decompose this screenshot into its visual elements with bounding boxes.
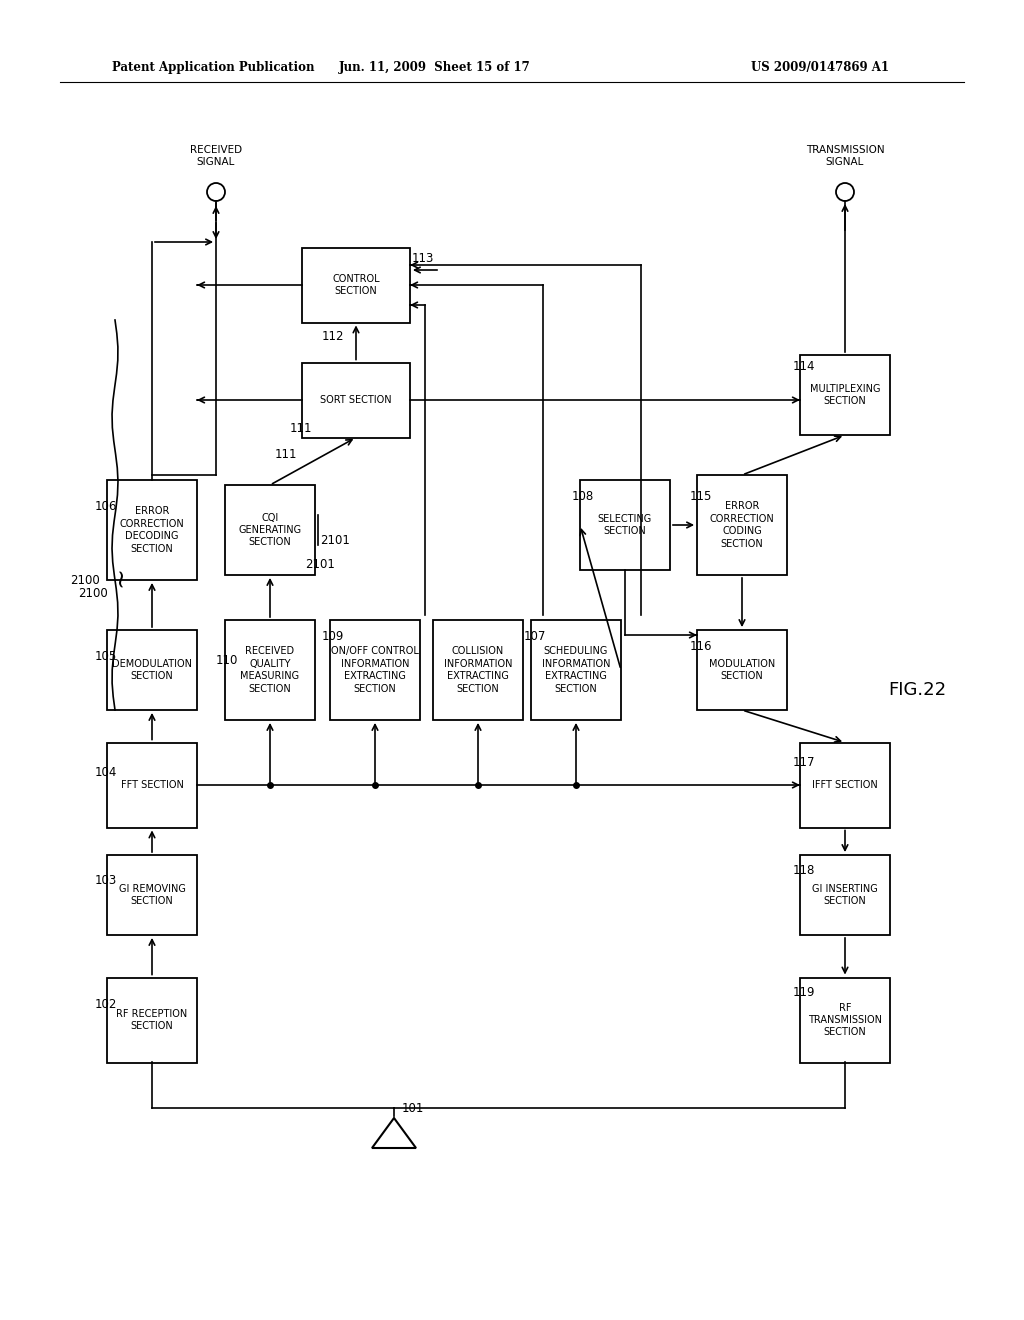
Text: MULTIPLEXING
SECTION: MULTIPLEXING SECTION xyxy=(810,384,881,407)
Text: SORT SECTION: SORT SECTION xyxy=(321,395,392,405)
Text: 105: 105 xyxy=(95,651,118,664)
Bar xyxy=(106,480,197,579)
Text: 103: 103 xyxy=(95,874,118,887)
Bar xyxy=(800,742,890,828)
Text: RECEIVED
QUALITY
MEASURING
SECTION: RECEIVED QUALITY MEASURING SECTION xyxy=(241,647,300,693)
Bar xyxy=(800,855,890,935)
Text: 111: 111 xyxy=(274,447,297,461)
Bar xyxy=(697,630,787,710)
Bar xyxy=(225,484,315,576)
Text: 106: 106 xyxy=(95,500,118,513)
Bar xyxy=(330,620,420,719)
Text: 112: 112 xyxy=(322,330,344,343)
Text: IFFT SECTION: IFFT SECTION xyxy=(812,780,878,789)
Text: 107: 107 xyxy=(524,630,547,643)
Bar xyxy=(302,363,410,437)
Bar xyxy=(302,248,410,322)
Text: GI INSERTING
SECTION: GI INSERTING SECTION xyxy=(812,884,878,907)
Text: 117: 117 xyxy=(793,755,815,768)
Bar xyxy=(697,475,787,576)
Text: Jun. 11, 2009  Sheet 15 of 17: Jun. 11, 2009 Sheet 15 of 17 xyxy=(339,62,530,74)
Bar xyxy=(106,855,197,935)
Text: 119: 119 xyxy=(793,986,815,999)
Text: FIG.22: FIG.22 xyxy=(888,681,946,700)
Bar xyxy=(531,620,621,719)
Text: ON/OFF CONTROL
INFORMATION
EXTRACTING
SECTION: ON/OFF CONTROL INFORMATION EXTRACTING SE… xyxy=(331,647,419,693)
Text: US 2009/0147869 A1: US 2009/0147869 A1 xyxy=(751,62,889,74)
Text: 116: 116 xyxy=(690,640,713,653)
Text: 102: 102 xyxy=(95,998,118,1011)
Text: 101: 101 xyxy=(402,1101,424,1114)
Text: ERROR
CORRECTION
DECODING
SECTION: ERROR CORRECTION DECODING SECTION xyxy=(120,507,184,553)
Text: Patent Application Publication: Patent Application Publication xyxy=(112,62,314,74)
Text: 2101: 2101 xyxy=(305,558,335,572)
Bar xyxy=(106,630,197,710)
Text: DEMODULATION
SECTION: DEMODULATION SECTION xyxy=(112,659,193,681)
Text: COLLISION
INFORMATION
EXTRACTING
SECTION: COLLISION INFORMATION EXTRACTING SECTION xyxy=(443,647,512,693)
Text: MODULATION
SECTION: MODULATION SECTION xyxy=(709,659,775,681)
Text: SCHEDULING
INFORMATION
EXTRACTING
SECTION: SCHEDULING INFORMATION EXTRACTING SECTIO… xyxy=(542,647,610,693)
Text: 2100: 2100 xyxy=(71,573,100,586)
Bar xyxy=(225,620,315,719)
Bar xyxy=(433,620,523,719)
Bar xyxy=(106,978,197,1063)
Bar xyxy=(800,355,890,436)
Text: ERROR
CORRECTION
CODING
SECTION: ERROR CORRECTION CODING SECTION xyxy=(710,502,774,549)
Text: 109: 109 xyxy=(322,630,344,643)
Text: CONTROL
SECTION: CONTROL SECTION xyxy=(332,273,380,296)
Text: 2101: 2101 xyxy=(319,533,350,546)
Text: 118: 118 xyxy=(793,863,815,876)
Text: 108: 108 xyxy=(572,491,594,503)
Text: 2100: 2100 xyxy=(78,587,108,601)
Text: ~: ~ xyxy=(104,569,127,590)
Text: TRANSMISSION
SIGNAL: TRANSMISSION SIGNAL xyxy=(806,145,885,166)
Text: FFT SECTION: FFT SECTION xyxy=(121,780,183,789)
Text: CQI
GENERATING
SECTION: CQI GENERATING SECTION xyxy=(239,512,301,548)
Bar xyxy=(580,480,670,570)
Text: 114: 114 xyxy=(793,360,815,374)
Text: RF RECEPTION
SECTION: RF RECEPTION SECTION xyxy=(117,1008,187,1031)
Bar xyxy=(800,978,890,1063)
Text: 115: 115 xyxy=(690,491,713,503)
Text: 110: 110 xyxy=(216,653,239,667)
Text: 104: 104 xyxy=(95,766,118,779)
Text: 111: 111 xyxy=(290,421,312,434)
Bar xyxy=(106,742,197,828)
Text: RECEIVED
SIGNAL: RECEIVED SIGNAL xyxy=(189,145,242,166)
Text: SELECTING
SECTION: SELECTING SECTION xyxy=(598,513,652,536)
Text: GI REMOVING
SECTION: GI REMOVING SECTION xyxy=(119,884,185,907)
Text: 113: 113 xyxy=(412,252,434,264)
Text: RF
TRANSMISSION
SECTION: RF TRANSMISSION SECTION xyxy=(808,1003,882,1038)
